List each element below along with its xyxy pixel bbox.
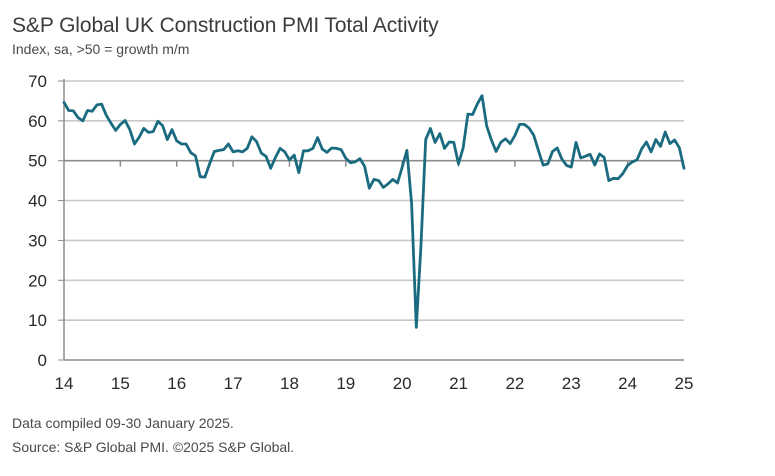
chart-subtitle: Index, sa, >50 = growth m/m bbox=[12, 41, 190, 57]
gridlines bbox=[64, 80, 684, 321]
y-tick-label: 40 bbox=[28, 192, 47, 211]
y-axis-ticks: 0 10 20 30 40 50 60 70 bbox=[28, 72, 64, 370]
y-tick-label: 10 bbox=[28, 311, 47, 330]
x-axis-ticks: 14 15 16 17 18 19 20 21 22 23 24 25 bbox=[55, 160, 694, 393]
footnote-source: Source: S&P Global PMI. ©2025 S&P Global… bbox=[12, 439, 295, 455]
axes bbox=[63, 79, 684, 361]
x-tick-label: 22 bbox=[505, 374, 524, 393]
x-tick-label: 21 bbox=[449, 374, 468, 393]
y-tick-label: 20 bbox=[28, 271, 47, 290]
x-tick-label: 23 bbox=[562, 374, 581, 393]
x-tick-label: 19 bbox=[336, 374, 355, 393]
series-group bbox=[62, 94, 686, 329]
series-line bbox=[62, 94, 686, 329]
y-tick-label: 60 bbox=[28, 112, 47, 131]
x-tick-label: 24 bbox=[618, 374, 637, 393]
chart-title: S&P Global UK Construction PMI Total Act… bbox=[12, 14, 439, 37]
x-tick-label: 17 bbox=[224, 374, 243, 393]
x-tick-label: 20 bbox=[393, 374, 412, 393]
x-tick-label: 14 bbox=[55, 374, 74, 393]
y-tick-label: 70 bbox=[28, 72, 47, 91]
x-tick-label: 25 bbox=[675, 374, 694, 393]
y-tick-label: 30 bbox=[28, 231, 47, 250]
x-tick-label: 15 bbox=[111, 374, 130, 393]
x-tick-label: 16 bbox=[167, 374, 186, 393]
y-tick-label: 50 bbox=[28, 152, 47, 171]
x-tick-label: 18 bbox=[280, 374, 299, 393]
footnote-data-compiled: Data compiled 09-30 January 2025. bbox=[12, 415, 234, 431]
y-tick-label: 0 bbox=[38, 351, 47, 370]
